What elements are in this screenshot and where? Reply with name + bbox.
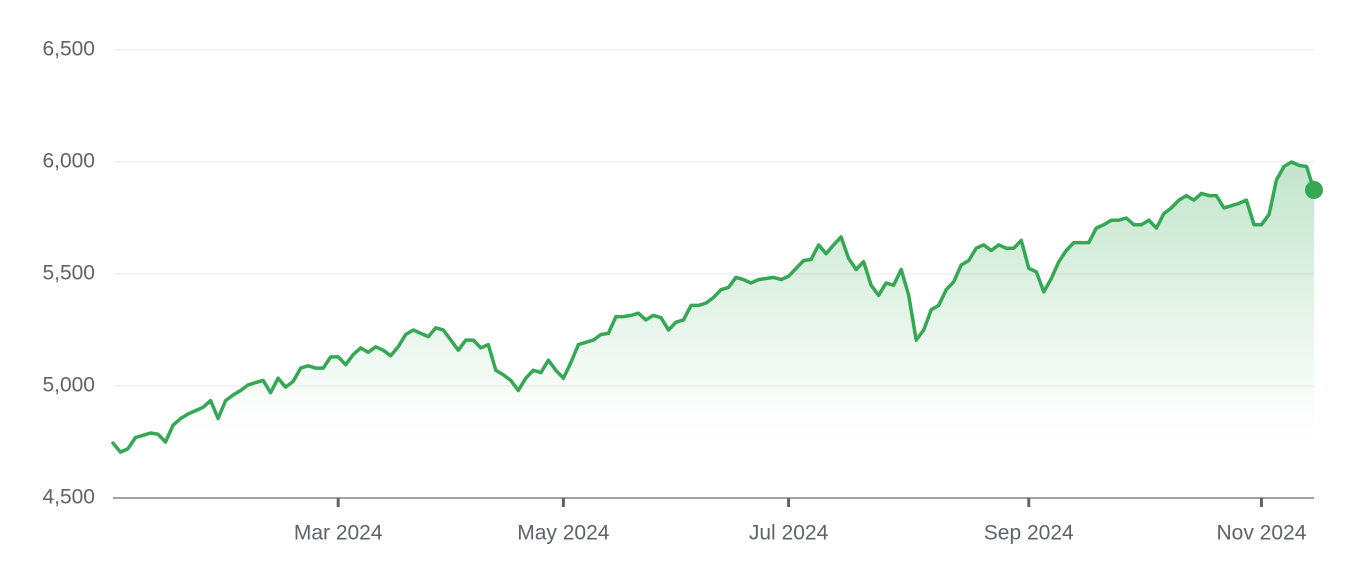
y-tick-label: 4,500	[42, 486, 95, 509]
x-tick-label: May 2024	[517, 522, 610, 545]
last-point	[1305, 181, 1323, 199]
y-tick-label: 6,500	[42, 38, 95, 61]
x-tick-label: Jul 2024	[749, 522, 829, 545]
x-tick-label: Sep 2024	[984, 522, 1074, 545]
y-tick-label: 6,000	[42, 150, 95, 173]
x-tick-label: Nov 2024	[1217, 522, 1307, 545]
y-tick-label: 5,500	[42, 262, 95, 285]
y-tick-label: 5,000	[42, 374, 95, 397]
line	[111, 160, 1316, 454]
x-tick-label: Mar 2024	[294, 522, 383, 545]
area-fill	[113, 162, 1314, 453]
